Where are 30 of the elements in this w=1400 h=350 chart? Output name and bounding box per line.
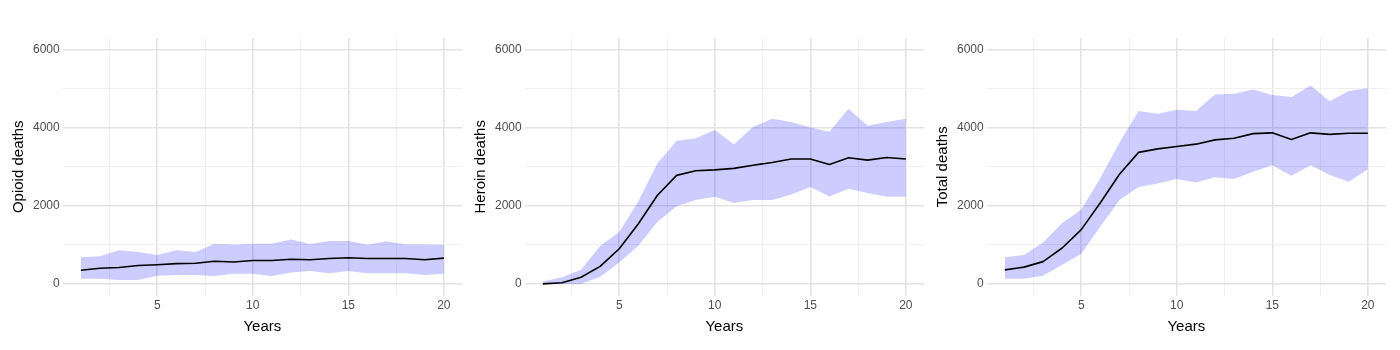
- x-tick-label: 10: [1170, 298, 1184, 313]
- x-tick-label: 5: [1077, 298, 1085, 313]
- x-tick-label: 15: [341, 298, 356, 313]
- x-tick-label: 10: [708, 298, 722, 313]
- y-tick-label: 0: [53, 276, 61, 291]
- x-axis-title: Years: [705, 317, 744, 335]
- y-tick-label: 4000: [956, 120, 985, 135]
- y-tick-label: 2000: [494, 198, 523, 213]
- y-tick-label: 0: [977, 276, 985, 291]
- x-tick-label: 20: [899, 298, 913, 313]
- y-tick-label: 0: [515, 276, 523, 291]
- y-tick-label: 6000: [32, 42, 61, 57]
- x-tick-label: 15: [1265, 298, 1280, 313]
- y-tick-label: 6000: [494, 42, 523, 57]
- x-axis-title: Years: [243, 317, 282, 335]
- y-axis-title: Total deaths: [933, 126, 951, 208]
- x-tick-label: 5: [615, 298, 623, 313]
- x-tick-label: 10: [246, 298, 260, 313]
- y-tick-label: 2000: [956, 198, 985, 213]
- y-tick-label: 6000: [956, 42, 985, 57]
- x-tick-label: 20: [1361, 298, 1375, 313]
- y-tick-label: 2000: [32, 198, 61, 213]
- x-tick-label: 15: [803, 298, 818, 313]
- y-axis-title: Opioid deaths: [9, 120, 27, 214]
- y-tick-label: 4000: [32, 120, 61, 135]
- x-axis-title: Years: [1167, 317, 1206, 335]
- y-axis-title: Heroin deaths: [471, 120, 489, 214]
- x-tick-label: 5: [153, 298, 161, 313]
- y-tick-label: 4000: [494, 120, 523, 135]
- x-tick-label: 20: [437, 298, 451, 313]
